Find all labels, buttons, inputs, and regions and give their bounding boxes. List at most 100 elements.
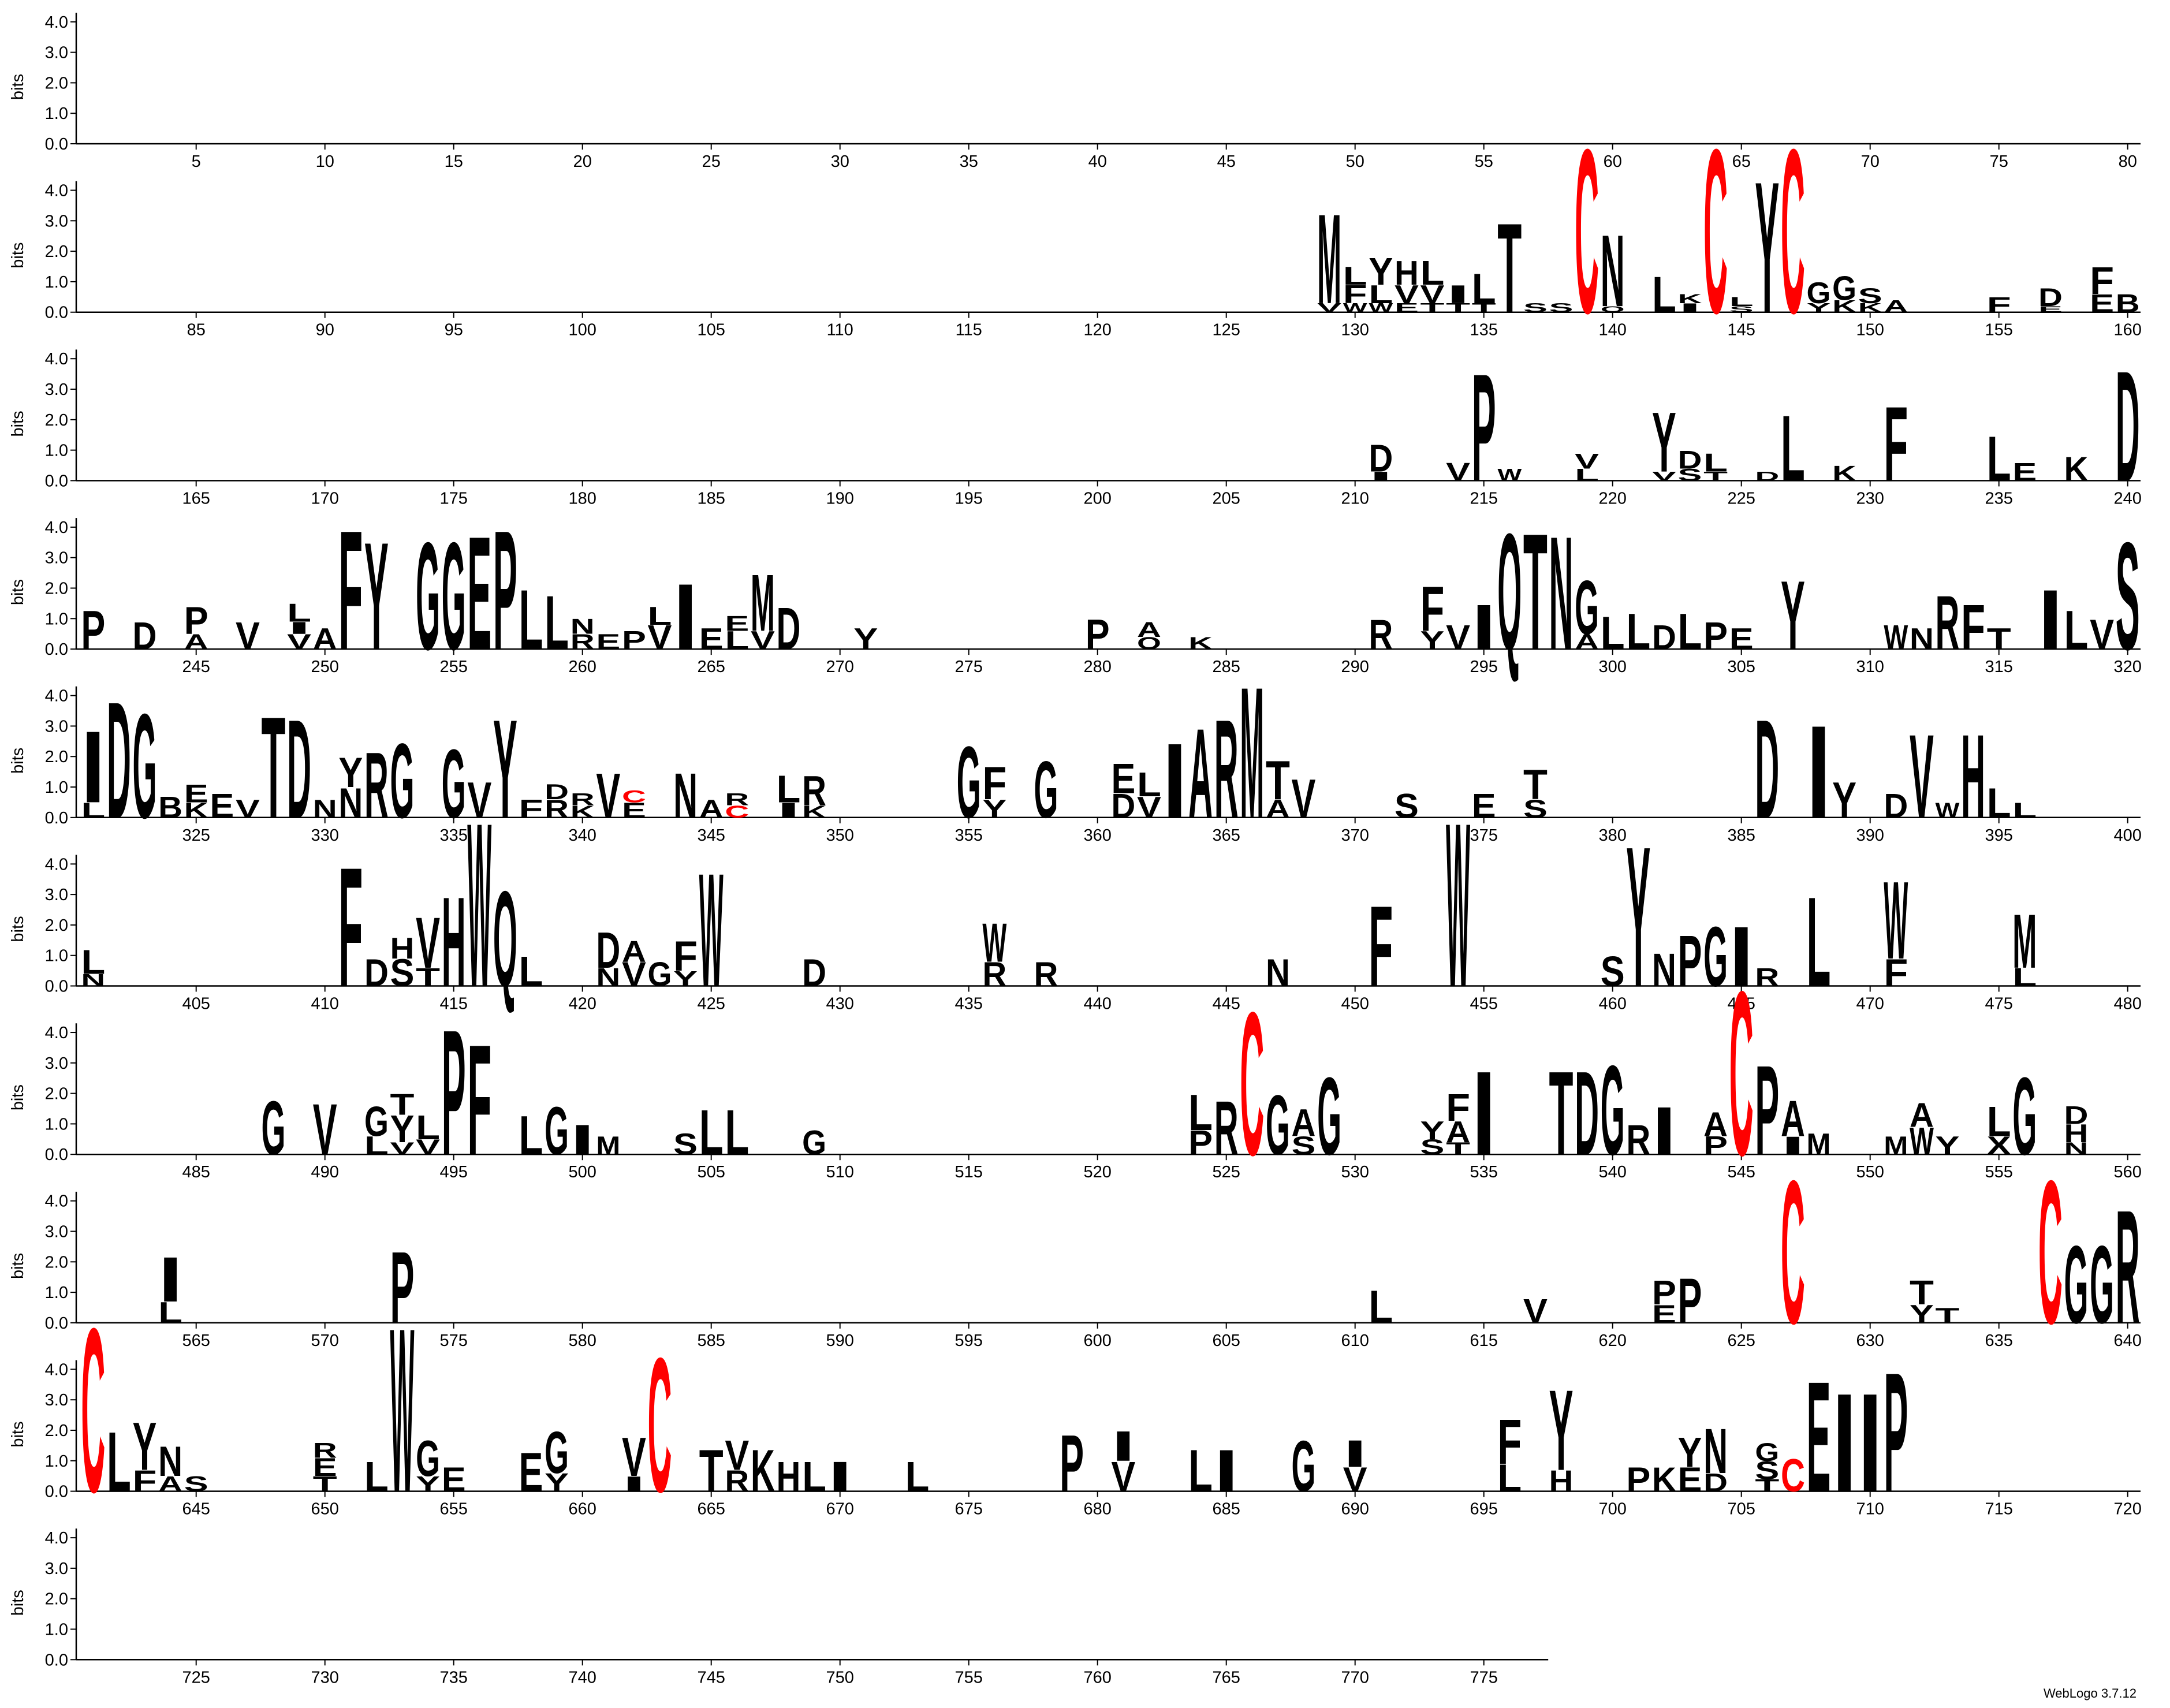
- logo-letter: P: [1472, 342, 1496, 514]
- logo-letter: R: [725, 1464, 749, 1498]
- logo-letter: G: [1292, 1426, 1316, 1507]
- logo-letter: S: [390, 951, 415, 994]
- logo-letter: S: [1755, 1456, 1779, 1485]
- logo-letter: V: [1395, 280, 1419, 308]
- logo-letter: V: [1111, 1452, 1135, 1500]
- logo-letter: F: [133, 1464, 157, 1498]
- logo-letter: D: [596, 922, 620, 979]
- x-tick-label: 150: [1856, 321, 1884, 340]
- logo-letter: C: [81, 1280, 105, 1541]
- logo-letter: N: [81, 971, 105, 990]
- logo-letter: Y: [416, 1472, 440, 1496]
- x-tick-label: 75: [1990, 152, 2008, 171]
- logo-letter: T: [1523, 499, 1548, 685]
- logo-letter: G: [442, 510, 466, 682]
- x-tick-label: 630: [1856, 1332, 1884, 1350]
- logo-letter: P: [1703, 614, 1728, 657]
- logo-letter: L: [81, 943, 105, 981]
- logo-letter: D: [1575, 1047, 1599, 1180]
- logo-letter: L: [1472, 264, 1496, 312]
- logo-letter: F: [338, 832, 363, 1022]
- logo-letter: L: [1575, 465, 1599, 484]
- logo-letter: K: [1858, 301, 1882, 315]
- x-tick-label: 145: [1728, 321, 1755, 340]
- logo-letter: V: [1575, 449, 1599, 473]
- logo-letter: K: [1832, 461, 1856, 485]
- y-tick-label: 2.0: [45, 748, 68, 766]
- logo-letter: V: [1652, 469, 1676, 484]
- x-tick-label: 400: [2114, 826, 2142, 845]
- logo-letter: E: [1652, 1300, 1676, 1328]
- x-tick-label: 120: [1084, 321, 1112, 340]
- logo-letter: R: [1626, 1116, 1650, 1163]
- logo-letter: L: [725, 626, 749, 655]
- logo-letter: F: [673, 932, 698, 980]
- x-tick-label: 295: [1470, 658, 1498, 676]
- logo-letter: X: [1987, 1132, 2011, 1160]
- logo-letter: K: [184, 799, 208, 822]
- x-tick-label: 155: [1985, 321, 2013, 340]
- logo-letter: A: [699, 795, 724, 823]
- x-tick-label: 610: [1341, 1332, 1369, 1350]
- logo-letter: N: [1549, 503, 1574, 684]
- logo-letter: N: [313, 795, 337, 823]
- y-tick-label: 3.0: [45, 212, 68, 230]
- logo-letter: T: [1910, 1274, 1934, 1312]
- logo-letter: A: [1188, 703, 1213, 845]
- logo-letter: G: [416, 510, 440, 682]
- x-tick-label: 530: [1341, 1163, 1369, 1181]
- logo-letter: V: [725, 1431, 749, 1479]
- logo-letter: A: [1781, 1091, 1805, 1147]
- x-tick-label: 480: [2114, 995, 2142, 1013]
- x-tick-label: 390: [1856, 826, 1884, 845]
- logo-letter: R: [1214, 691, 1239, 848]
- logo-letter: S: [1395, 787, 1419, 825]
- x-tick-label: 435: [955, 995, 983, 1013]
- logo-letter: I: [1729, 909, 1754, 1004]
- logo-letter: V: [313, 1089, 337, 1170]
- x-tick-label: 375: [1470, 826, 1498, 845]
- logo-letter: L: [1652, 267, 1676, 323]
- logo-letter: A: [313, 622, 337, 655]
- x-tick-label: 705: [1728, 1500, 1755, 1519]
- logo-letter: Y: [1652, 394, 1676, 490]
- logo-letter: V: [287, 630, 311, 654]
- y-tick-label: 1.0: [45, 442, 68, 460]
- logo-letter: E: [2012, 458, 2037, 486]
- y-tick-label: 4.0: [45, 1360, 68, 1379]
- x-tick-label: 350: [826, 826, 854, 845]
- logo-letter: G: [133, 684, 157, 849]
- x-tick-label: 570: [311, 1332, 339, 1350]
- logo-letter: Y: [673, 967, 698, 990]
- logo-letter: L: [1420, 255, 1445, 292]
- y-axis-label: bits: [9, 1084, 27, 1110]
- x-tick-label: 565: [182, 1332, 210, 1350]
- logo-letter: P: [1678, 1266, 1702, 1337]
- x-tick-label: 105: [698, 321, 725, 340]
- x-tick-label: 260: [569, 658, 596, 676]
- y-tick-label: 4.0: [45, 687, 68, 706]
- x-tick-label: 645: [182, 1500, 210, 1519]
- y-tick-label: 2.0: [45, 1422, 68, 1440]
- logo-letter: I: [1858, 1365, 1882, 1521]
- x-tick-label: 345: [698, 826, 725, 845]
- x-tick-label: 605: [1213, 1332, 1240, 1350]
- y-tick-label: 1.0: [45, 273, 68, 292]
- y-tick-label: 0.0: [45, 1651, 68, 1669]
- logo-letter: T: [1446, 301, 1470, 315]
- logo-letter: D: [133, 614, 157, 657]
- logo-letter: Y: [493, 691, 517, 848]
- logo-letter: C: [1729, 943, 1754, 1204]
- x-tick-label: 500: [569, 1163, 596, 1181]
- x-tick-label: 715: [1985, 1500, 2013, 1519]
- x-tick-label: 180: [569, 489, 596, 508]
- logo-letter: R: [982, 956, 1006, 993]
- logo-letter: D: [2038, 284, 2063, 312]
- x-tick-label: 40: [1088, 152, 1107, 171]
- logo-letter: E: [699, 622, 724, 655]
- logo-letter: L: [1369, 280, 1393, 308]
- logo-letter: S: [1858, 284, 1882, 308]
- logo-letter: A: [184, 630, 208, 654]
- x-tick-label: 465: [1728, 995, 1755, 1013]
- logo-letter: F: [1343, 280, 1367, 308]
